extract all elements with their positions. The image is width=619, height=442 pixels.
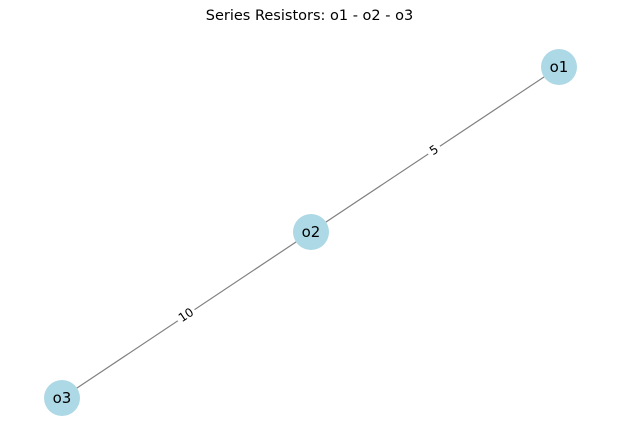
edge-label-o1-o2: 5 (423, 139, 445, 161)
edge-label-o2-o3: 10 (173, 302, 199, 328)
node-o3-label: o3 (53, 389, 72, 407)
node-o1: o1 (541, 49, 577, 85)
node-o2-circle (293, 214, 329, 250)
node-o1-label: o1 (550, 58, 569, 76)
node-o3-circle (44, 380, 80, 416)
diagram-title: Series Resistors: o1 - o2 - o3 (205, 8, 414, 24)
node-o3: o3 (44, 380, 80, 416)
node-o1-circle (541, 49, 577, 85)
node-o2: o2 (293, 214, 329, 250)
node-o2-label: o2 (302, 223, 321, 241)
